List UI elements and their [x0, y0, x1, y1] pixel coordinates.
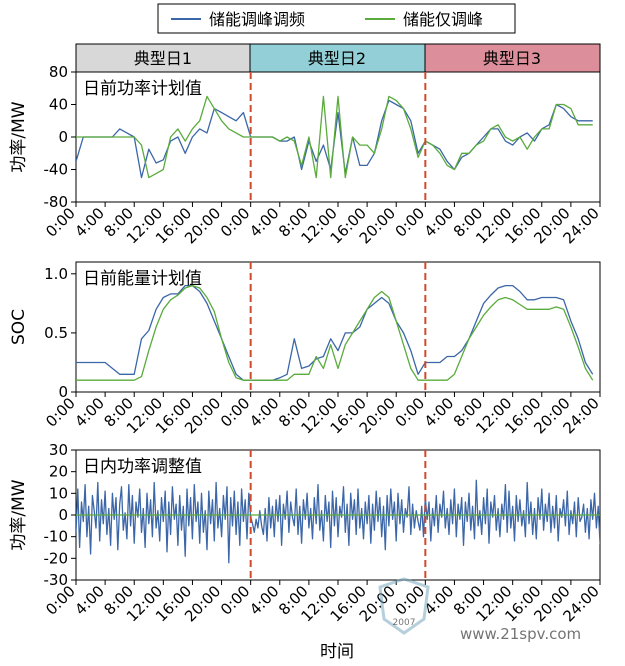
plot-frame — [75, 261, 601, 393]
plot-frame — [75, 71, 601, 203]
x-tick-label: 0:00 — [392, 582, 429, 619]
x-tick-label: 4:00 — [421, 204, 458, 241]
watermark-url: www.21spv.com — [460, 625, 581, 643]
series-line-1 — [76, 284, 594, 381]
series-line-1 — [76, 95, 593, 179]
y-tick-label: 30 — [49, 441, 68, 459]
y-tick-label: -40 — [44, 161, 69, 179]
x-tick-label: 0:00 — [217, 204, 254, 241]
series-line-0 — [76, 479, 600, 564]
day-band-label-0: 典型日1 — [134, 49, 192, 68]
panel-title: 日内功率调整值 — [83, 457, 202, 477]
y-axis-label: 功率/MW — [9, 479, 29, 550]
legend-box — [157, 3, 516, 34]
x-tick-label: 4:00 — [246, 582, 283, 619]
legend: 储能调峰调频 储能仅调峰 — [157, 3, 516, 34]
panel-title: 日前功率计划值 — [83, 79, 202, 99]
y-tick-label: -80 — [44, 193, 69, 211]
x-tick-label: 0:00 — [217, 582, 254, 619]
y-tick-label: 0.5 — [44, 324, 68, 342]
y-tick-label: 0 — [58, 506, 68, 524]
legend-label-1: 储能仅调峰 — [403, 10, 483, 29]
legend-label-0: 储能调峰调频 — [209, 10, 305, 29]
y-tick-label: 0 — [58, 383, 68, 401]
y-axis-label: 功率/MW — [9, 101, 29, 172]
panel-day-ahead-power: -80-40040800:004:008:0012:0016:0020:000:… — [9, 63, 603, 247]
day-band-label-1: 典型日2 — [308, 49, 366, 68]
y-tick-label: -10 — [44, 528, 69, 546]
panel-title: 日前能量计划值 — [83, 269, 202, 289]
x-tick-label: 0:00 — [392, 204, 429, 241]
y-tick-label: 0 — [58, 128, 68, 146]
x-tick-label: 0:00 — [42, 394, 79, 431]
y-tick-label: 10 — [49, 484, 68, 502]
panel-intraday-adjustment: -30-20-1001020300:004:008:0012:0016:0020… — [9, 441, 603, 625]
day-band-0 — [75, 43, 251, 73]
panel-day-ahead-energy: 00.51.00:004:008:0012:0016:0020:000:004:… — [9, 261, 603, 437]
day-bands: 典型日1 典型日2 典型日3 — [75, 43, 601, 73]
y-tick-label: -20 — [44, 549, 69, 567]
x-tick-label: 4:00 — [421, 394, 458, 431]
y-tick-label: 40 — [49, 96, 68, 114]
x-tick-label: 4:00 — [71, 394, 108, 431]
y-tick-label: -30 — [44, 571, 69, 589]
watermark-badge: 2007 — [393, 618, 416, 628]
watermark-shield-icon — [378, 577, 430, 635]
y-tick-label: 80 — [49, 63, 68, 81]
x-tick-label: 4:00 — [246, 394, 283, 431]
x-tick-label: 0:00 — [392, 394, 429, 431]
x-tick-label: 4:00 — [71, 204, 108, 241]
watermark: 2007 www.21spv.com — [378, 577, 581, 643]
y-tick-label: 1.0 — [44, 265, 68, 283]
y-tick-label: 20 — [49, 463, 68, 481]
series-line-0 — [76, 284, 594, 381]
x-tick-label: 0:00 — [217, 394, 254, 431]
x-tick-label: 4:00 — [246, 204, 283, 241]
y-axis-label: SOC — [9, 309, 29, 345]
day-band-label-2: 典型日3 — [483, 49, 541, 68]
x-tick-label: 4:00 — [71, 582, 108, 619]
day-band-2 — [424, 43, 601, 73]
day-band-1 — [249, 43, 426, 73]
x-axis-label: 时间 — [320, 642, 354, 662]
